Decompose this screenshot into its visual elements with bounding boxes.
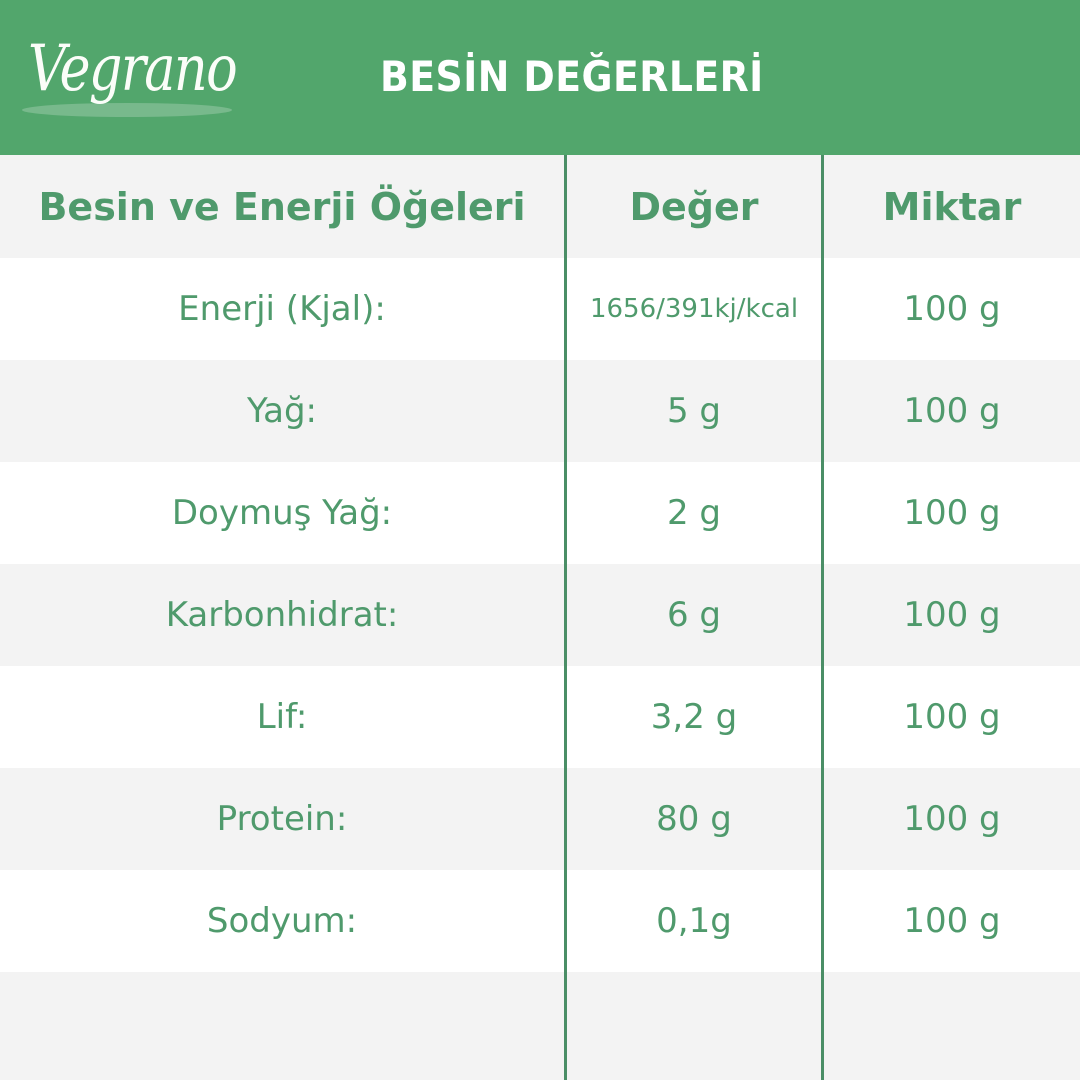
nutrient-value: 3,2 g bbox=[650, 697, 738, 737]
nutrient-name: Doymuş Yağ: bbox=[171, 493, 393, 533]
nutrient-amount: 100 g bbox=[903, 901, 1001, 941]
nutrient-value: 2 g bbox=[666, 493, 722, 533]
column-divider bbox=[564, 155, 567, 1080]
header-value: Değer bbox=[629, 184, 759, 229]
nutrient-value: 80 g bbox=[656, 799, 732, 839]
nutrient-value: 0,1g bbox=[656, 901, 732, 941]
nutrient-amount: 100 g bbox=[903, 493, 1001, 533]
nutrient-name: Sodyum: bbox=[206, 901, 358, 941]
table-header-row: Besin ve Enerji Öğeleri Değer Miktar bbox=[0, 155, 1080, 258]
nutrient-name: Lif: bbox=[256, 697, 308, 737]
nutrient-amount: 100 g bbox=[903, 799, 1001, 839]
table-row: Sodyum: 0,1g 100 g bbox=[0, 870, 1080, 972]
table-row: Enerji (Kjal): 1656/391kj/kcal 100 g bbox=[0, 258, 1080, 360]
table-row: Doymuş Yağ: 2 g 100 g bbox=[0, 462, 1080, 564]
header-nutrient: Besin ve Enerji Öğeleri bbox=[38, 184, 526, 229]
nutrient-amount: 100 g bbox=[903, 595, 1001, 635]
nutrient-name: Yağ: bbox=[247, 391, 317, 431]
table-row: Protein: 80 g 100 g bbox=[0, 768, 1080, 870]
column-divider bbox=[821, 155, 824, 1080]
table-row: Karbonhidrat: 6 g 100 g bbox=[0, 564, 1080, 666]
table-row: Yağ: 5 g 100 g bbox=[0, 360, 1080, 462]
page-title: BESİN DEĞERLERİ bbox=[380, 52, 764, 101]
brand-logo: Vegrano bbox=[28, 32, 238, 106]
logo-swoosh bbox=[22, 103, 232, 117]
nutrient-name: Enerji (Kjal): bbox=[178, 289, 386, 329]
nutrient-value: 1656/391kj/kcal bbox=[589, 294, 799, 324]
nutrient-amount: 100 g bbox=[903, 697, 1001, 737]
header-amount: Miktar bbox=[882, 184, 1022, 229]
header-banner: Vegrano BESİN DEĞERLERİ bbox=[0, 0, 1080, 155]
nutrient-value: 6 g bbox=[666, 595, 722, 635]
nutrient-name: Protein: bbox=[216, 799, 348, 839]
empty-row bbox=[0, 972, 1080, 1080]
nutrient-value: 5 g bbox=[666, 391, 722, 431]
nutrient-amount: 100 g bbox=[903, 289, 1001, 329]
nutrient-name: Karbonhidrat: bbox=[165, 595, 399, 635]
table-row: Lif: 3,2 g 100 g bbox=[0, 666, 1080, 768]
nutrient-amount: 100 g bbox=[903, 391, 1001, 431]
